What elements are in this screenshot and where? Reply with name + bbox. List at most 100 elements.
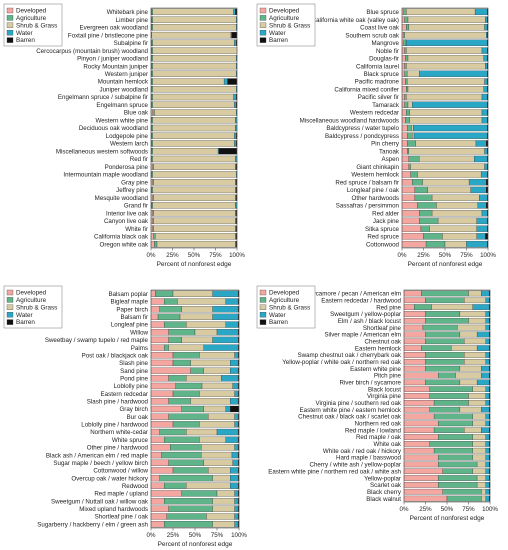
bar-segment [164,298,178,305]
bar-segment [150,329,169,336]
x-tick-label: 75% [460,252,473,259]
bar-segment [406,8,476,16]
bar-row [401,8,489,16]
bar-row [403,386,491,392]
bar-segment [150,382,176,390]
category-label: Red spruce / balsam fir [335,179,399,186]
category-label: Whitebark pine [107,9,149,16]
x-axis-label: Percent of nonforest edge [410,515,485,522]
bar-segment [403,386,430,392]
bar-segment [422,179,470,186]
legend-swatch [259,312,267,318]
bar-segment [406,109,410,116]
bar-segment [152,16,237,23]
bar-row [401,155,489,163]
bar-segment [203,367,231,374]
category-label: Cottonwood / willow [93,468,148,475]
category-label: Douglas-fir [369,56,399,63]
category-label: Eastern white pine [350,366,401,373]
bar-segment [438,461,478,468]
bar-segment [485,311,490,317]
bar-segment [403,482,439,488]
bar-row [150,202,238,209]
bar-row [150,513,240,520]
bar-segment [401,109,407,116]
category-label: Loblolly pine [114,383,149,390]
bar-segment [212,306,239,313]
bar-segment [485,495,490,502]
bar-segment [468,179,487,186]
bar-row [403,372,491,379]
bar-segment [401,62,405,70]
bar-segment [201,451,233,459]
legend-swatch [259,22,267,28]
bar-segment [485,488,490,495]
bar-segment [152,62,237,70]
category-label: Sand pine [120,368,148,375]
bar-segment [150,344,165,351]
bar-segment [403,324,424,331]
x-tick-label: 75% [209,252,222,259]
bar-segment [468,317,486,324]
bar-row [150,497,240,505]
bar-segment [433,447,473,454]
bar-segment [152,202,236,209]
category-label: Tanoak [379,148,400,155]
legend-swatch [6,15,14,21]
bar-segment [464,297,486,304]
category-label: Foxtail pine / bristlecone pine [68,32,149,39]
bar-segment [152,47,238,54]
legend-swatch [259,289,267,296]
bar-segment [472,434,486,440]
bar-row [403,297,491,304]
bar-segment [190,398,231,405]
category-label: Red fir [130,156,148,163]
bar-segment [230,405,240,413]
bar-row [150,109,238,116]
category-label: Loblolly pine / hardwood [81,422,148,429]
bar-row [150,8,238,16]
bar-segment [421,345,452,351]
category-label: Redwood [122,483,149,490]
category-label: Southern scrub oak [345,32,400,39]
bar-segment [419,209,433,217]
x-tick-label: 50% [189,532,202,539]
bar-row [401,55,489,62]
category-label: California mixed conifer [334,86,399,93]
bar-segment [403,8,407,16]
category-label: Chestnut oak [365,338,402,345]
bar-segment [407,16,486,23]
bar-segment [407,101,413,108]
category-label: Hard maple / basswood [336,455,402,462]
bar-segment [159,306,182,313]
bar-segment [429,393,469,399]
bar-segment [186,375,222,382]
category-label: Black locust [368,386,401,393]
x-tick-label: 0% [400,506,409,513]
category-label: Sycamore / pecan / American elm [308,291,401,298]
category-label: Pinyon / juniper woodland [77,56,148,63]
bar-row [150,47,238,54]
bar-row [403,324,491,331]
bar-row [401,86,489,93]
bar-segment [485,358,490,365]
category-label: Sassafras / persimmon [336,203,400,210]
bar-row [150,70,238,77]
bar-row [401,233,489,240]
legend-swatch [6,312,14,318]
bar-segment [459,365,482,372]
bar-row [150,482,240,489]
bar-segment [442,468,473,475]
bar-segment [168,336,182,344]
bar-segment [437,217,477,225]
bar-row [401,132,489,139]
bar-segment [150,467,174,474]
bar-row [401,171,489,178]
bar-segment [401,86,407,93]
bar-segment [208,413,235,420]
legend-entry: Water [16,30,33,37]
bar-segment [403,358,426,365]
bar-row [150,459,240,466]
bar-segment [404,31,487,39]
